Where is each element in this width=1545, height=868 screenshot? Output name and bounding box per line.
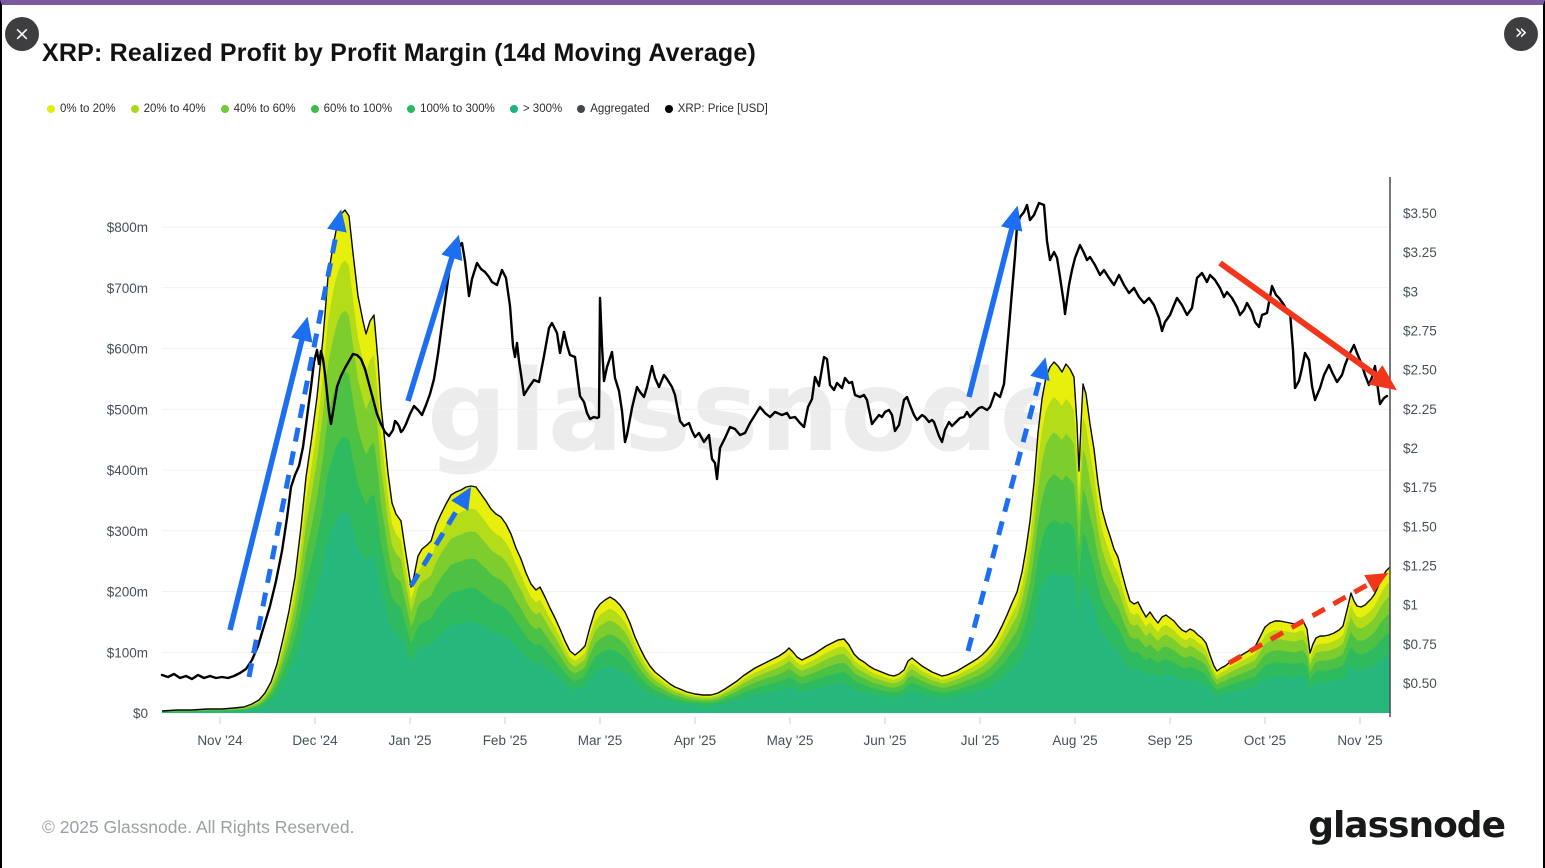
xrp-price-line: [160, 201, 1389, 681]
left-axis-tick-label: $600m: [107, 342, 148, 357]
right-axis-tick-label: $2: [1403, 441, 1418, 456]
x-axis-tick-label: Nov '25: [1337, 733, 1382, 748]
x-axis-tick-label: Jun '25: [863, 733, 906, 748]
chart-legend: 0% to 20% 20% to 40% 40% to 60% 60% to 100%…: [47, 103, 768, 115]
left-axis-tick-label: $400m: [107, 463, 148, 478]
close-icon: ×: [14, 22, 30, 45]
legend-item-5: > 300%: [509, 103, 563, 115]
legend-label: 100% to 300%: [420, 103, 495, 115]
legend-label: XRP: Price [USD]: [677, 103, 768, 115]
legend-swatch-icon: [47, 105, 55, 113]
x-axis-tick-label: Jul '25: [961, 733, 1000, 748]
legend-item-2: 40% to 60%: [220, 103, 296, 115]
x-axis-tick-label: Nov '24: [197, 733, 243, 748]
x-axis-tick-label: Dec '24: [292, 733, 338, 748]
solid-blue-arrow-2: [405, 234, 463, 402]
legend-label: Aggregated: [590, 103, 650, 115]
x-axis-tick-label: Oct '25: [1244, 733, 1286, 748]
legend-swatch-icon: [220, 105, 229, 113]
legend-label: 20% to 40%: [143, 103, 206, 115]
right-axis-tick-label: $1.75: [1403, 480, 1437, 495]
right-axis-tick-label: $3.25: [1403, 245, 1437, 260]
x-axis-tick-label: May '25: [767, 733, 814, 748]
left-axis-tick-label: $200m: [107, 585, 148, 600]
solid-blue-arrow-4: [966, 205, 1023, 398]
x-axis-tick-label: Jan '25: [388, 733, 431, 748]
legend-item-4: 100% to 300%: [407, 103, 495, 115]
x-axis-tick-label: Apr '25: [674, 733, 716, 748]
x-axis-tick-label: Feb '25: [483, 733, 528, 748]
legend-swatch-icon: [577, 105, 586, 113]
close-button[interactable]: ×: [5, 17, 39, 51]
legend-swatch-icon: [664, 105, 673, 113]
legend-item-6: Aggregated: [577, 103, 650, 115]
legend-swatch-icon: [509, 105, 518, 113]
right-axis-tick-label: $2.75: [1403, 324, 1437, 339]
left-axis-tick-label: $700m: [107, 281, 148, 296]
legend-label: 0% to 20%: [60, 103, 116, 115]
solid-red-arrow-6: [1218, 260, 1397, 391]
x-axis-tick-label: Sep '25: [1147, 733, 1192, 748]
legend-swatch-icon: [407, 105, 416, 113]
left-axis-tick-label: $300m: [107, 524, 148, 539]
x-axis-tick-label: Mar '25: [578, 733, 623, 748]
profit-band--300-: [162, 511, 1390, 713]
glassnode-logo: glassnode: [1308, 805, 1506, 846]
right-axis-tick-label: $1.25: [1403, 559, 1437, 574]
page-title: XRP: Realized Profit by Profit Margin (1…: [42, 39, 757, 67]
dashed-blue-arrow-5: [965, 357, 1050, 652]
legend-label: > 300%: [522, 103, 563, 115]
dashed-red-arrow-7: [1227, 573, 1389, 666]
left-axis-tick-label: $100m: [107, 645, 148, 660]
legend-item-0: 0% to 20%: [47, 103, 116, 115]
legend-item-1: 20% to 40%: [130, 103, 206, 115]
right-axis-tick-label: $2.25: [1403, 402, 1437, 417]
legend-swatch-icon: [130, 105, 139, 113]
double-chevron-right-icon: »: [1514, 20, 1528, 44]
left-axis-tick-label: $0: [133, 706, 148, 721]
legend-item-3: 60% to 100%: [310, 103, 393, 115]
legend-item-7: XRP: Price [USD]: [664, 103, 768, 115]
right-axis-tick-label: $3: [1403, 284, 1418, 299]
solid-blue-arrow-0: [227, 316, 313, 631]
right-axis-tick-label: $3.50: [1403, 206, 1437, 221]
copyright-text: © 2025 Glassnode. All Rights Reserved.: [42, 817, 355, 837]
chart-canvas: $800m $700m $600m $500m $400m $300m $200m $100m…: [107, 177, 1437, 748]
right-axis-tick-label: $1: [1403, 598, 1418, 613]
right-axis-tick-label: $2.50: [1403, 363, 1437, 378]
right-axis-tick-label: $0.75: [1403, 637, 1437, 652]
left-axis-tick-label: $800m: [107, 220, 148, 235]
legend-swatch-icon: [310, 105, 319, 113]
aggregated-profit-outline: [161, 209, 1391, 712]
dashed-blue-arrow-1: [246, 209, 347, 678]
right-axis-tick-label: $0.50: [1403, 676, 1437, 691]
legend-label: 60% to 100%: [323, 103, 393, 115]
legend-label: 40% to 60%: [233, 103, 296, 115]
dashed-blue-arrow-3: [408, 486, 472, 588]
x-axis-tick-label: Aug '25: [1052, 733, 1097, 748]
left-axis-tick-label: $500m: [107, 402, 148, 417]
right-axis-tick-label: $1.50: [1403, 519, 1437, 534]
next-chevron-button[interactable]: »: [1504, 17, 1538, 51]
